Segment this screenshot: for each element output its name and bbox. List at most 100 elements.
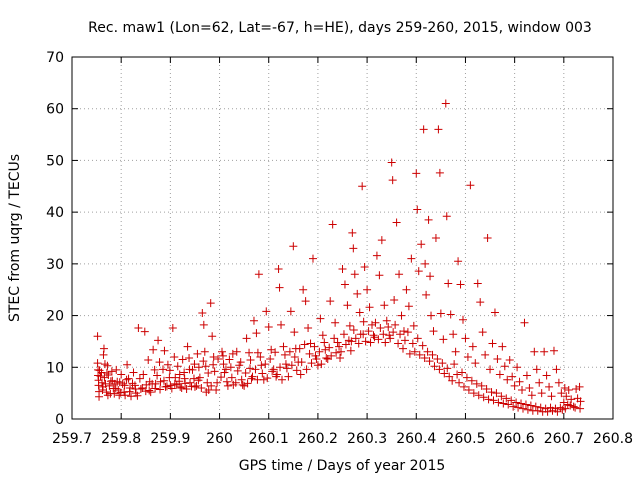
data-point (170, 353, 178, 361)
data-point (160, 347, 168, 355)
data-point (245, 349, 253, 357)
data-point (112, 366, 120, 374)
data-point (447, 311, 455, 319)
data-point (390, 296, 398, 304)
data-point (358, 182, 366, 190)
data-point (134, 324, 142, 332)
data-point (479, 328, 487, 336)
data-point (533, 365, 541, 373)
data-point (398, 312, 406, 320)
data-point (262, 307, 270, 315)
data-point (277, 321, 285, 329)
data-point (417, 240, 425, 248)
data-point (136, 375, 144, 383)
data-point (429, 327, 437, 335)
data-point (117, 371, 125, 379)
data-point (298, 358, 306, 366)
x-tick-label: 260.7 (544, 431, 584, 447)
data-point (540, 348, 548, 356)
data-point (308, 359, 316, 367)
data-point (501, 362, 509, 370)
data-point (315, 348, 323, 356)
data-point (330, 334, 338, 342)
data-point (576, 383, 584, 391)
data-point (432, 234, 440, 242)
data-point (493, 355, 501, 363)
data-point (257, 361, 265, 369)
data-point (461, 334, 469, 342)
data-point (100, 345, 108, 353)
data-point (374, 335, 382, 343)
x-tick-label: 259.7 (52, 431, 92, 447)
data-point (211, 367, 219, 375)
data-point (184, 343, 192, 351)
data-point (353, 290, 361, 298)
x-tick-label: 260 (206, 431, 233, 447)
data-point (287, 307, 295, 315)
data-point (331, 319, 339, 327)
data-point (108, 367, 116, 375)
data-point (484, 234, 492, 242)
data-point (157, 378, 165, 386)
data-point (381, 338, 389, 346)
data-point (427, 312, 435, 320)
data-point (304, 324, 312, 332)
data-point (576, 405, 584, 413)
data-point (343, 301, 351, 309)
data-point (154, 336, 162, 344)
data-point (209, 361, 217, 369)
data-point (434, 125, 442, 133)
x-tick-label: 260.4 (396, 431, 436, 447)
data-point (266, 355, 274, 363)
grid (72, 57, 613, 419)
data-point (207, 299, 215, 307)
data-point (452, 348, 460, 356)
data-point (412, 169, 420, 177)
data-point (174, 362, 182, 370)
data-point (217, 373, 225, 381)
data-point (110, 390, 118, 398)
data-point (401, 336, 409, 344)
data-point (389, 176, 397, 184)
data-point (399, 345, 407, 353)
data-point (548, 392, 556, 400)
data-point (156, 358, 164, 366)
data-point (419, 342, 427, 350)
data-point (234, 367, 242, 375)
data-point (289, 242, 297, 250)
data-point (125, 375, 133, 383)
y-tick-label: 60 (46, 102, 64, 118)
data-point (325, 344, 333, 352)
data-points (94, 100, 585, 416)
data-point (198, 309, 206, 317)
data-point (139, 371, 147, 379)
data-point (520, 319, 528, 327)
data-point (530, 348, 538, 356)
data-point (471, 359, 479, 367)
data-point (339, 265, 347, 273)
data-point (410, 322, 418, 330)
data-point (378, 236, 386, 244)
data-point (291, 353, 299, 361)
data-point (496, 371, 504, 379)
data-point (420, 125, 428, 133)
y-tick-label: 10 (46, 360, 64, 376)
data-point (388, 158, 396, 166)
data-point (407, 255, 415, 263)
data-point (159, 365, 167, 373)
data-point (570, 403, 578, 411)
data-point (95, 393, 103, 401)
data-point (555, 379, 563, 387)
y-tick-label: 0 (55, 412, 64, 428)
data-point (302, 297, 310, 305)
data-point (201, 348, 209, 356)
data-point (523, 372, 531, 380)
data-point (228, 374, 236, 382)
data-point (362, 337, 370, 345)
data-point (405, 302, 413, 310)
data-point (561, 384, 569, 392)
data-point (370, 333, 378, 341)
data-point (498, 343, 506, 351)
data-point (322, 354, 330, 362)
